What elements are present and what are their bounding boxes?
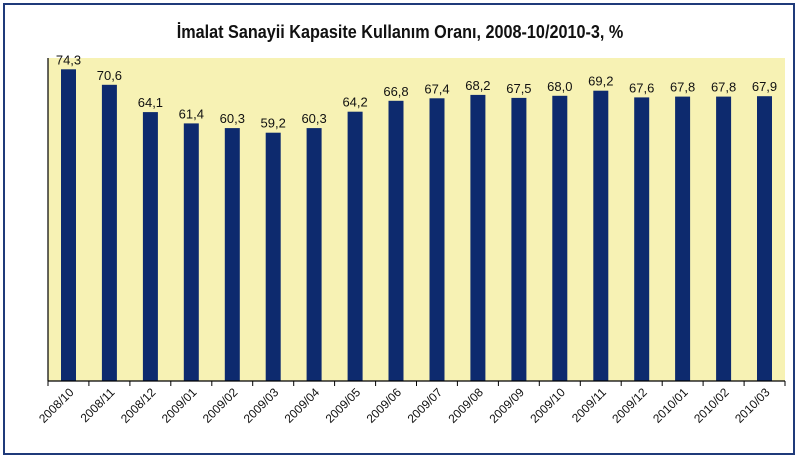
x-tick-label: 2009/09 xyxy=(486,385,527,426)
data-label: 68,2 xyxy=(465,78,490,93)
x-tick-label: 2009/12 xyxy=(609,385,650,426)
x-tick-label: 2010/01 xyxy=(650,385,691,426)
bar-2008/12 xyxy=(142,112,158,381)
x-tick-label: 2009/05 xyxy=(323,385,364,426)
bar-2009/09 xyxy=(511,97,527,382)
data-label: 60,3 xyxy=(220,111,245,126)
bar-2009/12 xyxy=(634,97,650,382)
data-label: 69,2 xyxy=(588,74,613,89)
x-tick-label: 2009/07 xyxy=(405,385,446,426)
x-tick-label: 2009/10 xyxy=(527,385,568,426)
x-tick-label: 2009/03 xyxy=(241,385,282,426)
bar-2010/01 xyxy=(675,96,691,381)
x-tick-label: 2010/03 xyxy=(732,385,773,426)
data-label: 74,3 xyxy=(56,52,81,67)
x-tick-label: 2009/02 xyxy=(200,385,241,426)
data-label: 67,9 xyxy=(752,79,777,94)
bar-2009/02 xyxy=(224,128,240,381)
x-tick-label: 2008/11 xyxy=(78,385,118,425)
x-tick-label: 2009/08 xyxy=(445,385,486,426)
data-label: 67,5 xyxy=(506,81,531,96)
chart-title: İmalat Sanayii Kapasite Kullanım Oranı, … xyxy=(176,22,624,42)
data-label: 60,3 xyxy=(301,111,326,126)
x-tick-label: 2009/11 xyxy=(569,385,609,425)
bar-2009/06 xyxy=(388,100,404,382)
bar-2009/01 xyxy=(183,123,199,382)
x-tick-label: 2010/02 xyxy=(691,385,732,426)
bar-2009/05 xyxy=(347,111,363,381)
bar-2009/04 xyxy=(306,128,322,381)
data-label: 67,8 xyxy=(711,80,736,95)
bar-2010/03 xyxy=(757,96,772,381)
x-tick-label: 2008/12 xyxy=(118,385,159,426)
x-tick-label: 2008/10 xyxy=(36,385,77,426)
data-label: 64,1 xyxy=(138,95,163,110)
data-label: 68,0 xyxy=(547,79,572,94)
x-tick-label: 2009/01 xyxy=(159,385,200,426)
bar-2009/10 xyxy=(552,95,568,382)
data-label: 64,2 xyxy=(342,95,367,110)
x-tick-label: 2009/06 xyxy=(364,385,405,426)
data-label: 70,6 xyxy=(97,68,122,83)
bar-2009/08 xyxy=(470,94,486,382)
data-label: 61,4 xyxy=(179,106,204,121)
bar-2010/02 xyxy=(716,96,732,381)
data-label: 67,6 xyxy=(629,80,654,95)
data-label: 67,8 xyxy=(670,80,695,95)
bar-2008/10 xyxy=(61,69,76,382)
plot-area xyxy=(48,58,785,381)
x-tick-label: 2009/04 xyxy=(282,385,323,426)
data-label: 67,4 xyxy=(424,81,449,96)
bar-2008/11 xyxy=(101,84,117,382)
data-label: 59,2 xyxy=(261,116,286,131)
data-label: 66,8 xyxy=(383,84,408,99)
bar-2009/03 xyxy=(265,132,281,381)
bar-2009/07 xyxy=(429,98,445,382)
bar-2009/11 xyxy=(593,90,609,381)
